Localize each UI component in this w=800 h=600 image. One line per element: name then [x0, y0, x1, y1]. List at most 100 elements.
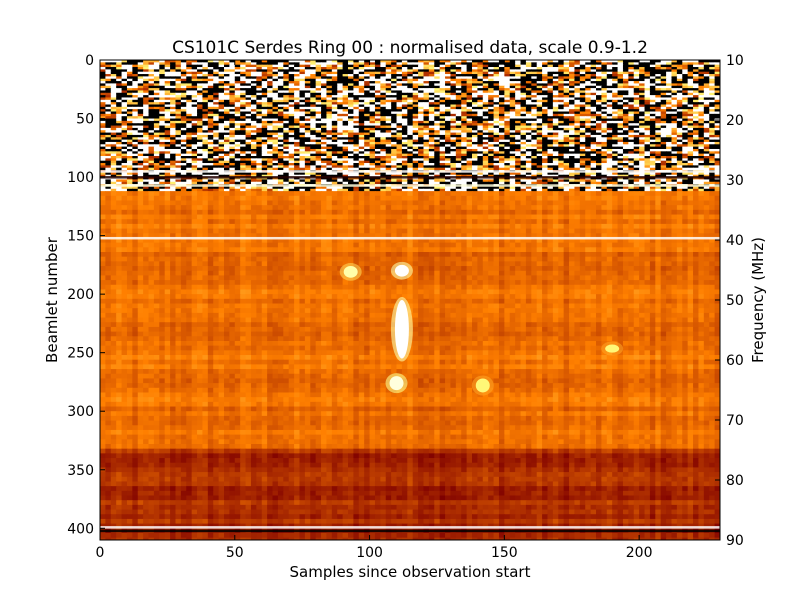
heatmap-cell — [466, 83, 473, 87]
heatmap-cell — [455, 78, 462, 82]
heatmap-cell — [126, 99, 133, 103]
heatmap-cell — [337, 92, 344, 96]
heatmap-cell — [590, 118, 597, 122]
heatmap-cell — [353, 85, 360, 89]
heatmap-cell — [461, 104, 468, 108]
heatmap-cell — [628, 62, 635, 66]
heatmap-cell — [137, 97, 144, 101]
heatmap-cell — [434, 102, 441, 106]
heatmap-cell — [660, 118, 667, 122]
heatmap-cell — [294, 97, 301, 101]
heatmap-cell — [218, 81, 225, 85]
heatmap-cell — [596, 60, 602, 63]
heatmap-cell — [466, 113, 473, 117]
heatmap-cell — [337, 116, 344, 120]
heatmap-cell — [137, 67, 144, 70]
heatmap-cell — [666, 104, 673, 108]
heatmap-cell — [418, 109, 425, 113]
heatmap-cell — [267, 62, 274, 66]
heatmap-cell — [649, 60, 656, 63]
heatmap-cell — [180, 71, 187, 75]
heatmap-cell — [331, 76, 338, 80]
heatmap-cell — [498, 69, 505, 73]
heatmap-cell — [175, 104, 182, 108]
heatmap-cell — [401, 83, 408, 87]
heatmap-cell — [132, 120, 139, 124]
heatmap-cell — [148, 123, 155, 127]
heatmap-cell — [374, 85, 381, 89]
heatmap-cell — [213, 62, 220, 66]
heatmap-cell — [105, 99, 112, 103]
heatmap-cell — [272, 60, 279, 63]
heatmap-cell — [644, 62, 651, 66]
heatmap-cell — [304, 67, 311, 70]
heatmap-cell — [310, 106, 317, 110]
heatmap-cell — [477, 102, 484, 106]
heatmap-cell — [428, 95, 435, 99]
heatmap-cell — [175, 83, 182, 87]
heatmap-cell — [175, 102, 182, 106]
heatmap-cell — [304, 120, 311, 124]
heatmap-cell — [364, 113, 371, 117]
heatmap-cell — [493, 104, 500, 108]
heatmap-cell — [229, 125, 236, 129]
heatmap-cell — [294, 90, 301, 94]
heatmap-cell — [709, 120, 716, 124]
heatmap-cell — [164, 62, 171, 66]
heatmap-cell — [525, 95, 532, 99]
heatmap-cell — [294, 123, 301, 127]
heatmap-cell — [515, 76, 522, 80]
heatmap-cell — [358, 123, 365, 127]
heatmap-cell — [520, 104, 527, 108]
heatmap-cell — [369, 67, 376, 70]
heatmap-cell — [348, 113, 354, 117]
heatmap-cell — [132, 78, 139, 82]
heatmap-cell — [100, 62, 106, 66]
heatmap-cell — [175, 118, 182, 122]
heatmap-cell — [321, 76, 328, 80]
heatmap-cell — [552, 90, 559, 94]
heatmap-cell — [666, 74, 673, 77]
heatmap-cell — [197, 92, 204, 96]
heatmap-cell — [590, 88, 597, 92]
heatmap-cell — [245, 118, 252, 122]
heatmap-cell — [558, 67, 565, 70]
heatmap-cell — [714, 99, 720, 103]
heatmap-cell — [412, 64, 419, 68]
heatmap-cell — [294, 69, 301, 73]
heatmap-cell — [434, 109, 441, 113]
heatmap-cell — [455, 81, 462, 85]
heatmap-cell — [132, 116, 139, 120]
heatmap-cell — [137, 116, 144, 120]
heatmap-cell — [299, 106, 306, 110]
heatmap-cell — [536, 111, 543, 115]
heatmap-cell — [644, 116, 651, 120]
heatmap-cell — [337, 76, 344, 80]
heatmap-cell — [213, 74, 220, 77]
heatmap-cell — [585, 113, 592, 117]
heatmap-cell — [423, 88, 430, 92]
heatmap-cell — [622, 74, 629, 77]
heatmap-cell — [121, 99, 128, 103]
heatmap-cell — [418, 118, 425, 122]
heatmap-cell — [337, 99, 344, 103]
heatmap-cell — [488, 69, 495, 73]
heatmap-cell — [304, 97, 311, 101]
heatmap-cell — [450, 69, 457, 73]
heatmap-cell — [542, 106, 549, 110]
heatmap-cell — [121, 90, 128, 94]
heatmap-cell — [321, 104, 328, 108]
heatmap-cell — [191, 113, 198, 117]
heatmap-cell — [579, 111, 586, 115]
heatmap-cell — [504, 60, 511, 63]
heatmap-cell — [612, 106, 619, 110]
heatmap-cell — [660, 85, 667, 89]
heatmap-cell — [186, 62, 193, 66]
heatmap-cell — [272, 64, 279, 68]
heatmap-cell — [552, 104, 559, 108]
heatmap-cell — [472, 76, 478, 80]
heatmap-cell — [439, 81, 446, 85]
heatmap-cell — [245, 111, 252, 115]
heatmap-cell — [132, 60, 139, 63]
heatmap-cell — [703, 113, 710, 117]
